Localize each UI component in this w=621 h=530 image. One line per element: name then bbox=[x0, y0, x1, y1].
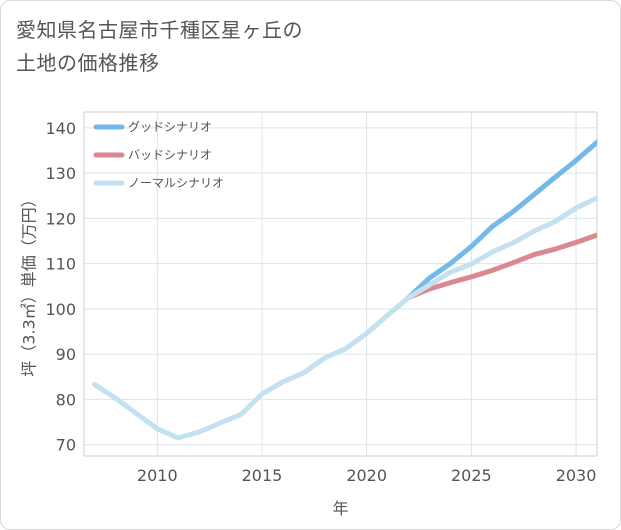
chart-title-line1: 愛知県名古屋市千種区星ヶ丘の bbox=[16, 18, 303, 42]
legend-label-1: バッドシナリオ bbox=[128, 148, 212, 162]
y-tick-110: 110 bbox=[45, 255, 76, 274]
series-layer bbox=[92, 139, 597, 441]
y-tick-90: 90 bbox=[56, 345, 76, 364]
series-line-1 bbox=[406, 232, 597, 301]
chart-title: 愛知県名古屋市千種区星ヶ丘の 土地の価格推移 bbox=[16, 14, 436, 80]
x-tick-2020: 2020 bbox=[346, 466, 387, 485]
chart-title-line2: 土地の価格推移 bbox=[16, 51, 160, 75]
series-line-0 bbox=[406, 139, 597, 301]
y-axis-label: 坪（3.3㎡）単価（万円） bbox=[20, 191, 39, 376]
legend-label-0: グッドシナリオ bbox=[128, 120, 212, 134]
grid-lines bbox=[84, 112, 597, 456]
plot-area-frame bbox=[83, 111, 598, 457]
y-tick-140: 140 bbox=[45, 119, 76, 138]
x-axis-label: 年 bbox=[332, 499, 348, 518]
y-tick-100: 100 bbox=[45, 300, 76, 319]
y-tick-120: 120 bbox=[45, 209, 76, 228]
x-tick-2015: 2015 bbox=[242, 466, 283, 485]
y-tick-130: 130 bbox=[45, 164, 76, 183]
x-tick-2010: 2010 bbox=[137, 466, 178, 485]
series-line-2 bbox=[92, 195, 597, 441]
y-tick-80: 80 bbox=[56, 390, 76, 409]
legend-label-2: ノーマルシナリオ bbox=[128, 176, 224, 190]
y-tick-70: 70 bbox=[56, 436, 76, 455]
tick-labels: 2010 2015 2020 2025 2030 70 80 90 100 110 120 130 14… bbox=[45, 119, 596, 485]
x-tick-2025: 2025 bbox=[451, 466, 492, 485]
x-tick-2030: 2030 bbox=[556, 466, 597, 485]
